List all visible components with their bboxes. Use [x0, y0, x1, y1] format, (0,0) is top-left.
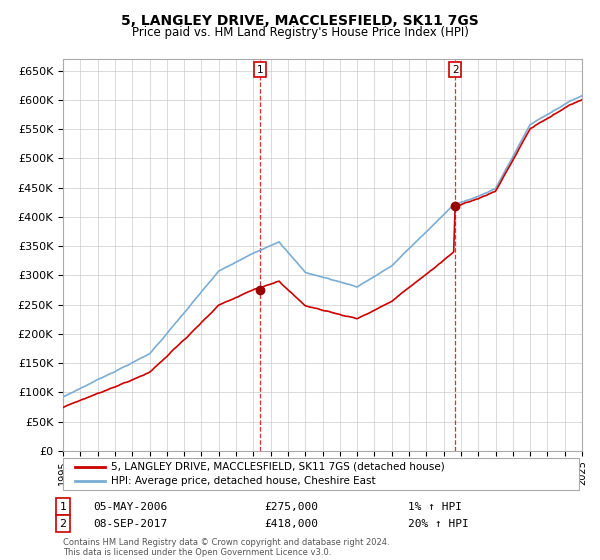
Text: 05-MAY-2006: 05-MAY-2006 — [93, 502, 167, 512]
Text: HPI: Average price, detached house, Cheshire East: HPI: Average price, detached house, Ches… — [111, 476, 376, 486]
Text: 2: 2 — [452, 65, 458, 74]
Text: 5, LANGLEY DRIVE, MACCLESFIELD, SK11 7GS (detached house): 5, LANGLEY DRIVE, MACCLESFIELD, SK11 7GS… — [111, 461, 445, 472]
Text: 20% ↑ HPI: 20% ↑ HPI — [408, 519, 469, 529]
Text: £275,000: £275,000 — [264, 502, 318, 512]
Text: 5, LANGLEY DRIVE, MACCLESFIELD, SK11 7GS: 5, LANGLEY DRIVE, MACCLESFIELD, SK11 7GS — [121, 14, 479, 28]
Text: Contains HM Land Registry data © Crown copyright and database right 2024.
This d: Contains HM Land Registry data © Crown c… — [63, 538, 389, 557]
Text: 08-SEP-2017: 08-SEP-2017 — [93, 519, 167, 529]
Text: 1: 1 — [256, 65, 263, 74]
Text: Price paid vs. HM Land Registry's House Price Index (HPI): Price paid vs. HM Land Registry's House … — [131, 26, 469, 39]
Text: £418,000: £418,000 — [264, 519, 318, 529]
Text: 1% ↑ HPI: 1% ↑ HPI — [408, 502, 462, 512]
Text: 2: 2 — [59, 519, 67, 529]
Text: 1: 1 — [59, 502, 67, 512]
